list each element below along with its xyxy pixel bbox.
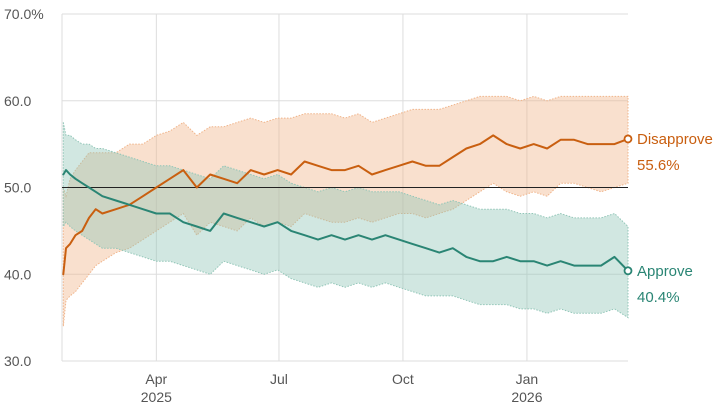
disapprove-confidence-band <box>62 95 629 327</box>
y-tick-label: 30.0 <box>4 353 31 369</box>
disapprove-end-label: Disapprove <box>637 131 713 148</box>
y-tick-label: 70.0% <box>4 6 44 22</box>
x-axis-ticks: Apr 2025 Jul Oct Jan 2026 <box>141 371 543 405</box>
y-tick-label: 60.0 <box>4 93 31 109</box>
disapprove-end-marker <box>623 134 633 144</box>
x-tick-month-label: Apr <box>145 371 167 387</box>
y-tick-label: 50.0 <box>4 180 31 196</box>
x-tick-month-label: Jul <box>270 371 288 387</box>
x-tick-month-label: Oct <box>392 371 414 387</box>
x-tick-year-label: 2025 <box>141 389 172 405</box>
disapprove-end-value: 55.6% <box>637 157 680 174</box>
approve-end-value: 40.4% <box>637 289 680 306</box>
series-lines <box>62 134 633 276</box>
approve-end-marker <box>623 266 633 276</box>
x-tick-month-label: Jan <box>516 371 539 387</box>
approve-confidence-band <box>62 122 629 319</box>
y-axis-ticks: 70.0% 60.0 50.0 40.0 30.0 <box>4 6 44 369</box>
approve-end-label: Approve <box>637 263 693 280</box>
approve-line <box>62 169 629 272</box>
x-tick-year-label: 2026 <box>511 389 542 405</box>
disapprove-line <box>62 134 629 276</box>
y-tick-label: 40.0 <box>4 266 31 282</box>
end-labels: Disapprove 55.6% Approve 40.4% <box>637 131 713 306</box>
confidence-bands <box>62 95 629 327</box>
